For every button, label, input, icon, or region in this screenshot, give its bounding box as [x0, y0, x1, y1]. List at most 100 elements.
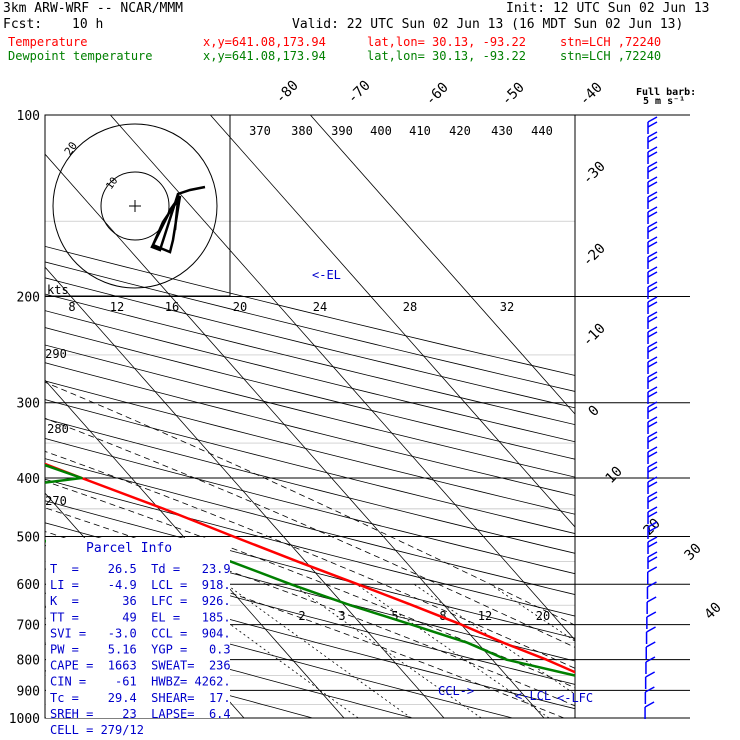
wind-barb-flag: [647, 541, 658, 548]
forecast-label: Fcst:: [3, 17, 43, 32]
parcel-info-row: CAPE = 1663 SWEAT= 236: [50, 659, 231, 673]
wind-barb-flag: [647, 311, 658, 318]
wind-barb-flag: [647, 521, 658, 528]
wind-barb-flag: [647, 266, 658, 273]
wind-barb-flag: [647, 536, 658, 543]
level-marker: <-LFC: [557, 691, 593, 705]
pressure-tick-label: 200: [17, 291, 40, 306]
wind-barb-flag: [646, 626, 656, 633]
wind-barb-flag: [644, 701, 655, 708]
isotherm: [45, 153, 545, 718]
wind-barb-flag: [647, 116, 658, 123]
isotherm-label: 0: [586, 403, 603, 420]
wind-barb-flag: [647, 506, 658, 513]
wind-barb-flag: [647, 376, 658, 383]
parcel-info-row: CELL = 279/12: [50, 723, 144, 737]
wind-barb-flag: [647, 166, 658, 173]
wind-barb-flag: [647, 301, 658, 308]
hodograph-speed-label: 20: [233, 300, 247, 314]
valid-time: Valid: 22 UTC Sun 02 Jun 13 (16 MDT Sun …: [292, 17, 684, 32]
mixing-ratio-label: 12: [478, 609, 492, 623]
wind-barb-flag: [647, 511, 658, 518]
isotherm: [45, 379, 345, 718]
isotherm-label: 20: [641, 516, 664, 539]
wind-barb-flag: [647, 326, 658, 333]
dewpoint-legend: Dewpoint temperature: [8, 49, 153, 63]
theta-label: 420: [449, 124, 471, 138]
theta-label: 440: [531, 124, 553, 138]
dry-adiabat: [45, 293, 575, 426]
parcel-info-row: CIN = -61 HWBZ= 4262.: [50, 675, 231, 689]
isotherm: [110, 115, 575, 641]
pressure-tick-label: 300: [17, 397, 40, 412]
dry-adiabat: [45, 261, 575, 392]
wind-barb-flag: [647, 226, 658, 233]
dry-adiabat: [45, 568, 575, 710]
parcel-info-row: SREH = 23 LAPSE= 6.4: [50, 707, 231, 721]
wind-barb-flag: [645, 641, 656, 648]
parcel-info-row: Tc = 29.4 SHEAR= 17.: [50, 691, 231, 705]
wind-barb-flag: [647, 341, 658, 348]
isotherm-label: -80: [273, 78, 302, 107]
plot-frame: [44, 114, 576, 719]
wind-barb-flag: [647, 361, 658, 368]
wind-barb-flag: [647, 206, 658, 213]
dry-adiabat: [45, 438, 575, 575]
isotherm-label: -70: [345, 78, 374, 107]
wind-barb-flag: [647, 241, 658, 248]
wind-barb-flag: [647, 526, 658, 533]
wind-barb-flag: [647, 121, 658, 128]
full-barb-note: Full barb:: [636, 87, 696, 98]
wind-barb-flag: [647, 331, 658, 338]
wind-barb-flag: [647, 431, 658, 438]
dry-adiabat: [45, 458, 575, 595]
wind-barb-flag: [647, 461, 658, 468]
wind-barb-flag: [647, 151, 658, 158]
isotherm-label: -30: [580, 159, 609, 188]
wind-barb-flag: [647, 286, 658, 293]
hodograph: 20 10 kts: [45, 115, 231, 297]
hodograph-speed-label: 28: [403, 300, 417, 314]
level-marker: <-EL: [312, 268, 341, 282]
parcel-info-row: TT = 49 EL = 185.: [50, 610, 231, 624]
mixing-ratio-line: [356, 583, 550, 718]
parcel-info-title: Parcel Info: [86, 541, 172, 556]
isotherm-label: -10: [580, 321, 609, 350]
hodograph-trace: [150, 185, 206, 254]
dewpoint-station: stn=LCH ,72240: [560, 49, 662, 63]
wind-barb-flag: [647, 421, 658, 428]
parcel-info-row: K = 36 LFC = 926.: [50, 594, 231, 608]
isotherm-label: -40: [577, 80, 606, 109]
wind-barb-flag: [647, 271, 658, 278]
theta-label: 290: [45, 347, 67, 361]
dry-adiabat: [45, 478, 575, 617]
wind-barb-flag: [647, 406, 658, 413]
forecast-hour: 10 h: [72, 17, 104, 32]
wind-barb-flag: [647, 176, 658, 183]
wind-barb-flag: [647, 481, 658, 488]
wind-barb-flag: [647, 371, 658, 378]
wind-barb-flag: [647, 191, 658, 198]
wind-barb-flag: [647, 386, 658, 393]
wind-barb-flag: [647, 446, 658, 453]
theta-label: 380: [291, 124, 313, 138]
isotherm-label: 10: [603, 464, 626, 487]
dry-adiabat: [45, 277, 575, 409]
wind-barb-flag: [647, 551, 658, 558]
hodograph-ring-outer: [52, 123, 218, 289]
wind-barb-flag: [647, 566, 658, 573]
pressure-tick-label: 900: [17, 684, 40, 699]
wind-barb-flag: [647, 451, 658, 458]
temperature-latlon: lat,lon= 30.13, -93.22: [367, 35, 526, 49]
pressure-tick-label: 600: [17, 578, 40, 593]
mixing-ratio-label: 5: [391, 609, 398, 623]
mixing-ratio-label: 8: [439, 609, 446, 623]
parcel-info-row: T = 26.5 Td = 23.9: [50, 562, 231, 576]
level-marker: CCL->: [438, 684, 474, 698]
parcel-info-row: LI = -4.9 LCL = 918.: [50, 578, 231, 592]
wind-barb-flag: [647, 296, 658, 303]
isotherm-label: -50: [499, 80, 528, 109]
hodograph-ring-label-outer: 20: [62, 139, 80, 157]
dry-adiabat: [45, 245, 575, 376]
